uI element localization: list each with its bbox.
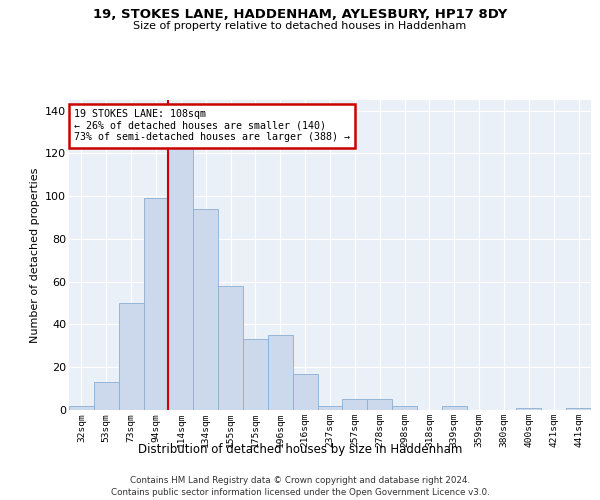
Text: Contains HM Land Registry data © Crown copyright and database right 2024.: Contains HM Land Registry data © Crown c… xyxy=(130,476,470,485)
Bar xyxy=(243,340,268,410)
Bar xyxy=(517,408,541,410)
Bar xyxy=(169,132,193,410)
Bar xyxy=(69,406,94,410)
Bar xyxy=(143,198,169,410)
Bar xyxy=(119,303,143,410)
Bar xyxy=(293,374,317,410)
Bar xyxy=(367,400,392,410)
Text: 19, STOKES LANE, HADDENHAM, AYLESBURY, HP17 8DY: 19, STOKES LANE, HADDENHAM, AYLESBURY, H… xyxy=(93,8,507,20)
Text: Contains public sector information licensed under the Open Government Licence v3: Contains public sector information licen… xyxy=(110,488,490,497)
Bar xyxy=(218,286,243,410)
Bar xyxy=(268,335,293,410)
Text: 19 STOKES LANE: 108sqm
← 26% of detached houses are smaller (140)
73% of semi-de: 19 STOKES LANE: 108sqm ← 26% of detached… xyxy=(74,110,350,142)
Bar xyxy=(442,406,467,410)
Bar xyxy=(343,400,367,410)
Bar xyxy=(392,406,417,410)
Bar xyxy=(317,406,343,410)
Bar xyxy=(566,408,591,410)
Bar xyxy=(94,382,119,410)
Bar xyxy=(193,209,218,410)
Text: Distribution of detached houses by size in Haddenham: Distribution of detached houses by size … xyxy=(138,442,462,456)
Y-axis label: Number of detached properties: Number of detached properties xyxy=(29,168,40,342)
Text: Size of property relative to detached houses in Haddenham: Size of property relative to detached ho… xyxy=(133,21,467,31)
